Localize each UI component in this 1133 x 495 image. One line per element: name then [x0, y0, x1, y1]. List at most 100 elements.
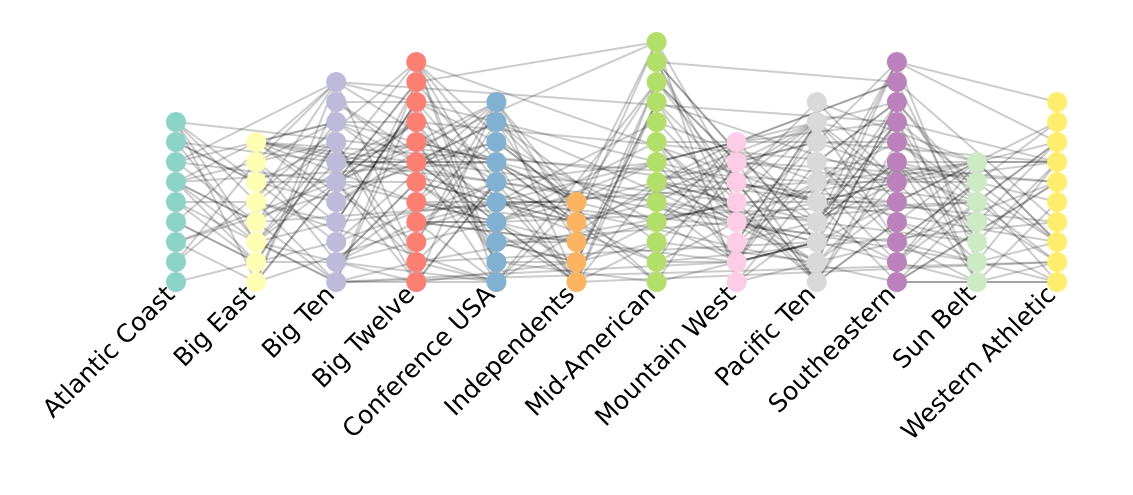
edge — [575, 101, 658, 263]
node — [806, 272, 827, 292]
edge — [816, 101, 898, 163]
node — [967, 172, 987, 192]
edge — [816, 121, 898, 183]
edge — [255, 201, 497, 283]
edge — [816, 101, 898, 123]
edge — [816, 121, 898, 223]
edge — [575, 81, 658, 203]
node — [406, 192, 427, 212]
edge — [495, 201, 578, 283]
edge — [576, 201, 657, 223]
node — [486, 92, 507, 112]
edge — [976, 241, 1058, 263]
edge — [335, 81, 418, 183]
node — [486, 272, 507, 292]
edge — [736, 241, 818, 263]
edge — [816, 141, 898, 183]
edge — [655, 61, 818, 243]
edge — [255, 241, 337, 263]
node — [967, 192, 987, 212]
node — [166, 192, 186, 212]
edge — [255, 141, 337, 203]
edge — [976, 201, 1058, 283]
node — [406, 212, 427, 232]
edge — [976, 141, 1058, 203]
edge — [175, 161, 257, 263]
edge — [495, 181, 577, 223]
edge — [655, 81, 738, 163]
edge — [976, 141, 1058, 223]
node — [726, 232, 747, 252]
edge — [335, 101, 418, 223]
node — [566, 252, 587, 272]
edge — [816, 161, 898, 223]
edge — [736, 161, 818, 203]
edge — [656, 141, 737, 163]
edge — [495, 141, 658, 223]
node — [806, 252, 827, 272]
edge — [816, 181, 898, 263]
edge — [815, 121, 898, 243]
node — [967, 272, 987, 292]
edge — [736, 241, 818, 263]
edge — [496, 161, 657, 183]
node — [886, 272, 907, 292]
edge — [415, 61, 498, 283]
edge — [175, 141, 257, 243]
node — [406, 112, 427, 132]
edge — [256, 181, 817, 223]
edge — [415, 181, 498, 283]
edge — [575, 221, 658, 283]
edge — [896, 161, 978, 283]
edge — [175, 121, 257, 243]
edge — [976, 241, 1058, 283]
node — [1047, 212, 1068, 232]
edge — [815, 101, 898, 223]
edge — [335, 181, 418, 263]
edge — [735, 141, 818, 263]
edge — [736, 181, 818, 223]
edge — [256, 141, 817, 183]
edge — [175, 261, 257, 283]
edge — [736, 221, 818, 243]
edge — [255, 181, 337, 203]
edge — [655, 61, 738, 223]
edge — [976, 261, 1058, 283]
node — [326, 252, 347, 272]
node — [1047, 92, 1068, 112]
edge — [815, 61, 898, 243]
edge — [815, 141, 898, 283]
node — [486, 192, 507, 212]
edge — [415, 181, 498, 263]
edge — [495, 121, 578, 203]
node — [806, 212, 827, 232]
edge — [816, 201, 1058, 243]
edge — [415, 121, 498, 243]
edge — [736, 181, 818, 203]
node — [646, 132, 667, 152]
edge — [416, 241, 817, 263]
edge — [816, 121, 898, 223]
node — [166, 252, 186, 272]
edge — [495, 81, 658, 283]
edge — [575, 181, 658, 283]
edge — [735, 121, 818, 243]
edge — [735, 101, 818, 183]
node — [646, 152, 667, 172]
edge — [576, 161, 658, 203]
node — [967, 252, 987, 272]
edge — [496, 241, 577, 263]
edge — [416, 141, 497, 163]
edge — [335, 141, 417, 183]
node — [166, 272, 186, 292]
edge — [415, 61, 498, 263]
edge — [816, 181, 898, 203]
edge — [896, 141, 978, 203]
edge — [415, 181, 498, 283]
node — [726, 152, 747, 172]
node — [486, 132, 507, 152]
edge — [816, 221, 898, 263]
node — [166, 112, 186, 132]
edge — [736, 121, 898, 143]
edge — [336, 81, 897, 123]
